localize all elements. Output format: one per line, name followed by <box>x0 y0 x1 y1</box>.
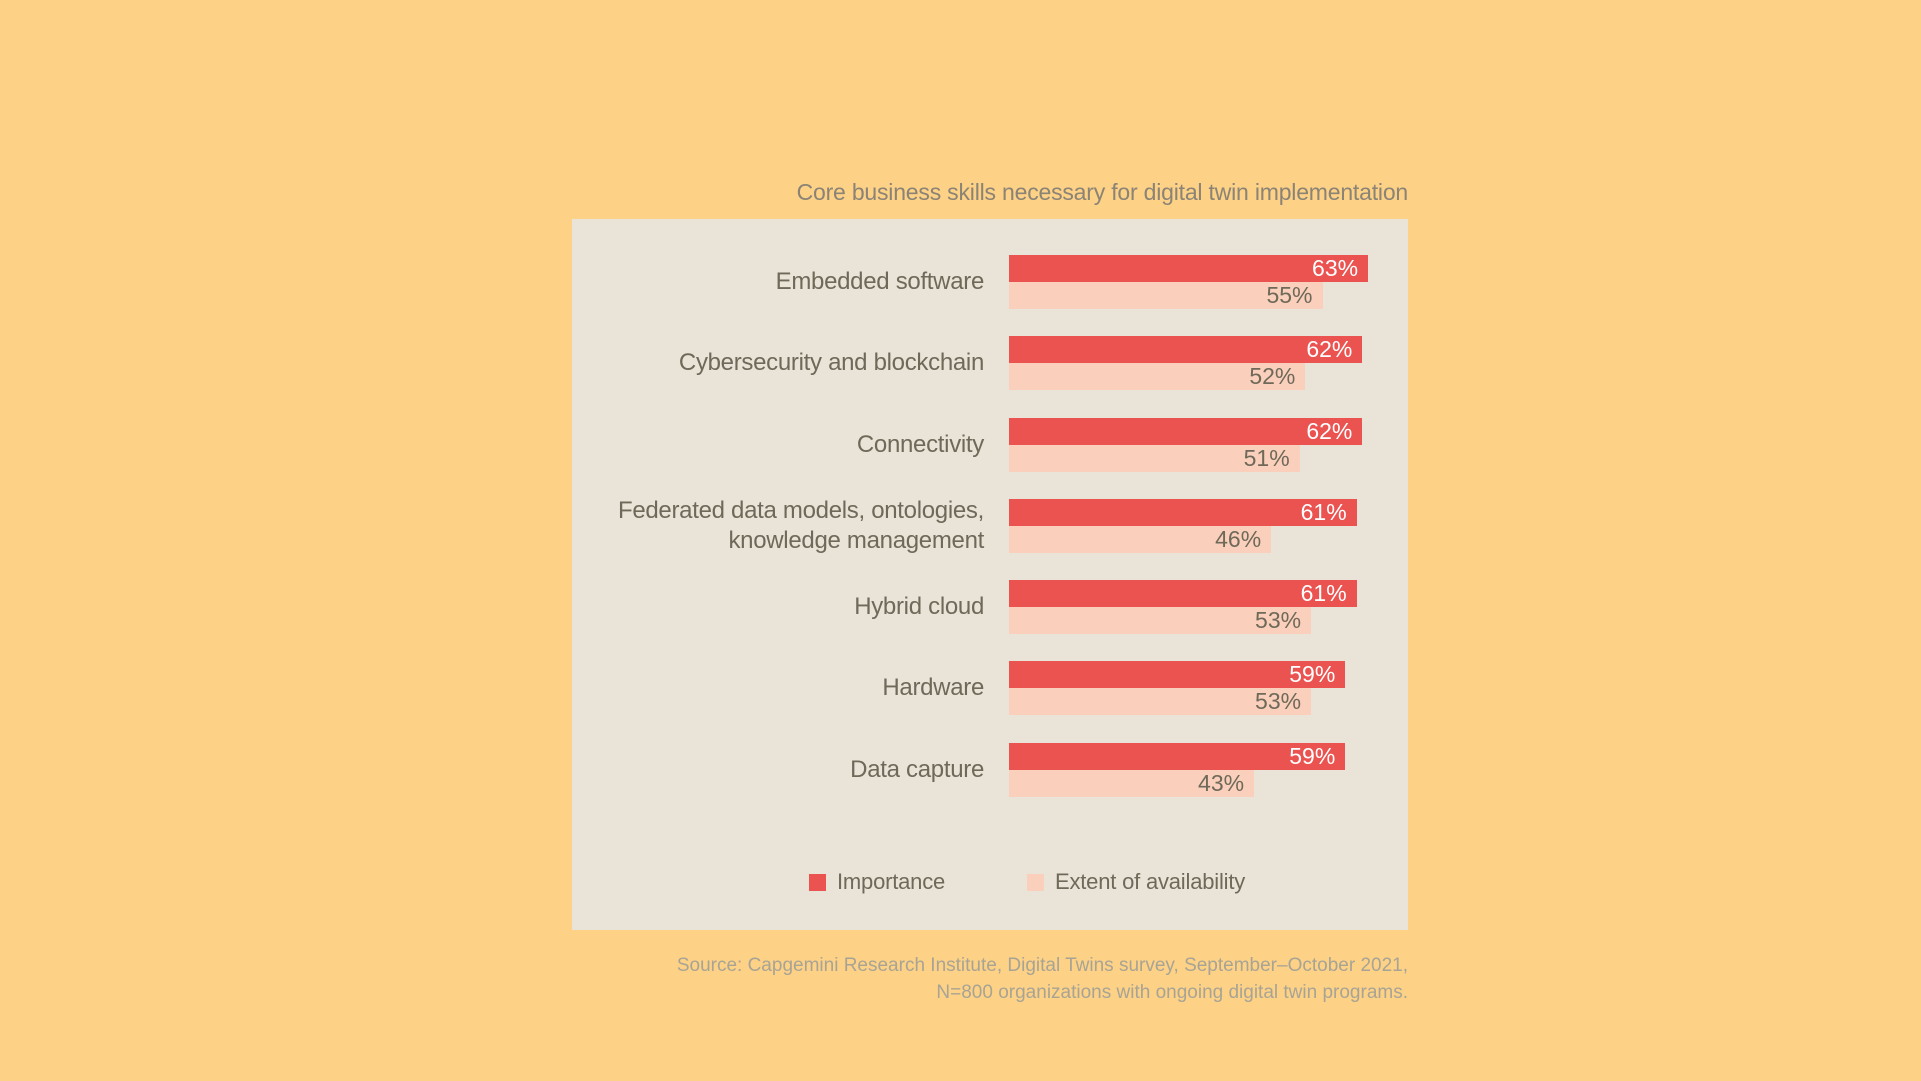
category-label: Cybersecurity and blockchain <box>572 336 984 390</box>
chart-row: Hardware 59% 53% <box>572 661 1408 716</box>
availability-bar: 46% <box>1009 525 1272 553</box>
source-line-1: Source: Capgemini Research Institute, Di… <box>676 955 1408 976</box>
category-label-line: Cybersecurity and blockchain <box>678 349 984 377</box>
bars-area: Embedded software 63% 55% Cybersecurity and… <box>572 255 1408 824</box>
bar-group: 61% 53% <box>1009 580 1357 635</box>
category-label-line: Hardware <box>882 674 984 702</box>
bar-value-label: 43% <box>1198 769 1245 796</box>
bar-value-label: 62% <box>1306 336 1353 363</box>
category-label-line: Hybrid cloud <box>854 593 984 621</box>
availability-bar: 51% <box>1009 444 1300 472</box>
bar-value-label: 63% <box>1312 255 1359 281</box>
bar-value-label: 59% <box>1289 742 1336 769</box>
bar-value-label: 62% <box>1306 417 1353 444</box>
legend-item-availability: Extent of availability <box>1027 865 1245 899</box>
bar-value-label: 53% <box>1255 607 1302 634</box>
bar-group: 63% 55% <box>1009 255 1369 309</box>
importance-bar: 59% <box>1009 661 1346 689</box>
importance-bar: 62% <box>1009 417 1363 445</box>
availability-bar: 53% <box>1009 607 1312 635</box>
availability-bar: 43% <box>1009 769 1255 797</box>
importance-bar: 62% <box>1009 336 1363 364</box>
chart-row: Connectivity 62% 51% <box>572 417 1408 472</box>
bar-value-label: 61% <box>1300 580 1347 607</box>
bar-value-label: 59% <box>1289 661 1336 688</box>
bar-value-label: 55% <box>1266 282 1313 308</box>
bar-value-label: 52% <box>1249 363 1296 390</box>
chart-title: Core business skills necessary for digit… <box>796 179 1409 205</box>
chart-row: Hybrid cloud 61% 53% <box>572 580 1408 635</box>
source-line-2: N=800 organizations with ongoing digital… <box>936 982 1408 1003</box>
bar-group: 59% 53% <box>1009 661 1346 716</box>
legend-label-importance: Importance <box>837 869 946 894</box>
chart-row: Federated data models, ontologies, knowle… <box>572 496 1408 554</box>
importance-bar: 59% <box>1009 742 1346 770</box>
bar-value-label: 53% <box>1255 688 1302 715</box>
chart-panel: Embedded software 63% 55% Cybersecurity and… <box>572 219 1408 930</box>
availability-bar: 52% <box>1009 363 1306 391</box>
category-label-line: Connectivity <box>856 430 984 458</box>
availability-bar: 55% <box>1009 282 1323 309</box>
category-label: Connectivity <box>572 418 984 472</box>
importance-swatch-icon <box>809 873 826 891</box>
category-label: Federated data models, ontologies, knowle… <box>572 496 984 554</box>
chart-row: Data capture 59% 43% <box>572 742 1408 797</box>
category-label-line: Data capture <box>850 755 984 783</box>
importance-bar: 61% <box>1009 498 1357 526</box>
importance-bar: 61% <box>1009 580 1357 608</box>
availability-bar: 53% <box>1009 688 1312 716</box>
bar-group: 61% 46% <box>1009 498 1357 553</box>
importance-bar: 63% <box>1009 255 1369 282</box>
bar-group: 62% 52% <box>1009 336 1363 391</box>
category-label: Embedded software <box>572 255 985 309</box>
legend-label-availability: Extent of availability <box>1055 869 1246 894</box>
chart-row: Embedded software 63% 55% <box>572 255 1408 309</box>
category-label: Hardware <box>572 661 984 715</box>
legend-item-importance: Importance <box>809 865 945 899</box>
bar-value-label: 61% <box>1300 498 1347 525</box>
category-label-line: Embedded software <box>775 268 985 295</box>
chart-row: Cybersecurity and blockchain 62% 52% <box>572 336 1408 391</box>
bar-value-label: 46% <box>1215 525 1262 552</box>
category-label-line: Federated data models, ontologies, <box>617 496 984 524</box>
category-label: Data capture <box>572 743 984 797</box>
bar-value-label: 51% <box>1243 444 1290 471</box>
source-note: Source: Capgemini Research Institute, Di… <box>677 952 1408 1006</box>
availability-swatch-icon <box>1027 873 1044 891</box>
bar-group: 62% 51% <box>1009 417 1363 472</box>
category-label: Hybrid cloud <box>572 580 984 634</box>
bar-group: 59% 43% <box>1009 742 1346 797</box>
category-label-line: knowledge management <box>728 526 984 554</box>
